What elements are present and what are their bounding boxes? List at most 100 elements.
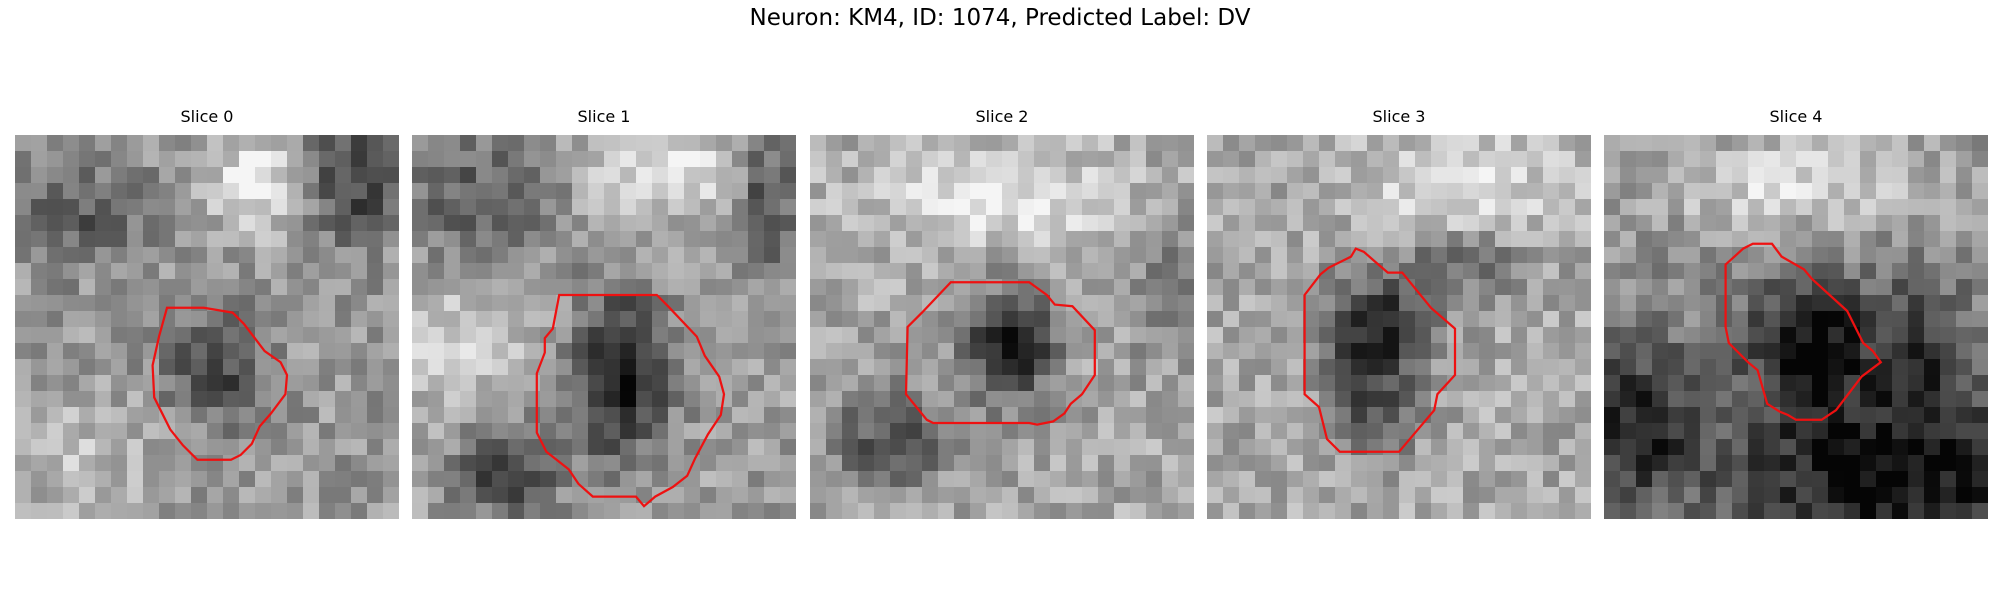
pixel (79, 295, 96, 312)
pixel (1066, 423, 1083, 440)
pixel (906, 423, 923, 440)
pixel (810, 407, 827, 424)
pixel (460, 503, 477, 519)
pixel (970, 231, 987, 248)
pixel (764, 151, 781, 168)
pixel (95, 359, 112, 376)
pixel (906, 359, 923, 376)
pixel (508, 311, 525, 328)
pixel (1543, 215, 1560, 232)
pixel (1495, 343, 1512, 360)
pixel (476, 167, 493, 184)
pixel (428, 279, 445, 296)
pixel (1050, 407, 1067, 424)
pixel (1319, 279, 1336, 296)
pixel (1447, 471, 1464, 488)
pixel (1367, 423, 1384, 440)
pixel (1178, 487, 1194, 504)
pixel (95, 183, 112, 200)
pixel (1620, 167, 1637, 184)
pixel (1463, 343, 1480, 360)
pixel (1876, 423, 1893, 440)
pixel (1431, 167, 1448, 184)
pixel (668, 231, 685, 248)
pixel (63, 503, 80, 519)
pixel (604, 455, 621, 472)
pixel (1239, 407, 1256, 424)
pixel (764, 135, 781, 152)
pixel (890, 471, 907, 488)
pixel (716, 327, 733, 344)
pixel (1207, 183, 1224, 200)
pixel (127, 503, 144, 519)
pixel (351, 263, 368, 280)
pixel (1287, 471, 1304, 488)
pixel (1716, 375, 1733, 392)
pixel (1383, 503, 1400, 519)
pixel (1652, 247, 1669, 264)
pixel (1812, 375, 1829, 392)
pixel (1956, 455, 1973, 472)
pixel (604, 135, 621, 152)
pixel (335, 263, 352, 280)
pixel (1082, 471, 1099, 488)
pixel (367, 327, 384, 344)
pixel (620, 167, 637, 184)
pixel (826, 455, 843, 472)
pixel (255, 311, 272, 328)
pixel (1543, 455, 1560, 472)
pixel (1447, 231, 1464, 248)
pixel (1399, 247, 1416, 264)
pixel (636, 359, 653, 376)
pixel (748, 375, 765, 392)
pixel (31, 183, 48, 200)
pixel (1860, 375, 1877, 392)
pixel (63, 375, 80, 392)
pixel (1287, 215, 1304, 232)
pixel (1239, 375, 1256, 392)
pixel (111, 375, 128, 392)
pixel (1892, 487, 1909, 504)
pixel (1351, 151, 1368, 168)
pixel (1207, 439, 1224, 456)
pixel (1399, 231, 1416, 248)
pixel (1399, 199, 1416, 216)
pixel (1700, 391, 1717, 408)
pixel (732, 375, 749, 392)
pixel (1620, 311, 1637, 328)
pixel (460, 263, 477, 280)
pixel (303, 247, 320, 264)
pixel (287, 439, 304, 456)
pixel (1495, 167, 1512, 184)
pixel (1860, 215, 1877, 232)
pixel (842, 151, 859, 168)
pixel (239, 503, 256, 519)
pixel (1114, 295, 1131, 312)
pixel (1002, 183, 1019, 200)
pixel (1223, 295, 1240, 312)
pixel (1463, 135, 1480, 152)
pixel (1034, 199, 1051, 216)
pixel (95, 391, 112, 408)
pixel (1908, 135, 1925, 152)
pixel (383, 295, 399, 312)
pixel (175, 183, 192, 200)
pixel (1162, 391, 1179, 408)
pixel (460, 375, 477, 392)
pixel (159, 423, 176, 440)
pixel (1972, 391, 1988, 408)
pixel (1271, 391, 1288, 408)
pixel (604, 327, 621, 344)
pixel (460, 167, 477, 184)
pixel (700, 231, 717, 248)
pixel (1604, 407, 1621, 424)
pixel (1383, 359, 1400, 376)
pixel (1764, 375, 1781, 392)
pixel (271, 295, 288, 312)
pixel (1271, 247, 1288, 264)
pixel (271, 391, 288, 408)
pixel (476, 263, 493, 280)
pixel (556, 183, 573, 200)
pixel (636, 199, 653, 216)
pixel (684, 167, 701, 184)
